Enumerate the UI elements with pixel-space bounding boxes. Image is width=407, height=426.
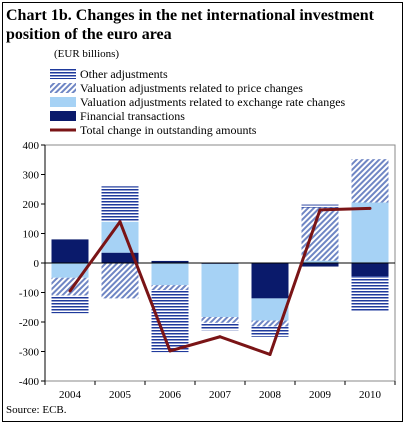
bar-price-adjustments-2008 bbox=[251, 320, 289, 327]
point-total-change-2006 bbox=[168, 349, 172, 353]
point-total-change-2010 bbox=[368, 206, 372, 210]
bar-price-adjustments-2005 bbox=[101, 263, 139, 299]
bar-financial-transactions-2008 bbox=[251, 263, 289, 299]
bar-price-adjustments-2010 bbox=[351, 159, 389, 203]
bar-other-adjustments-2009 bbox=[301, 204, 339, 208]
bar-financial-transactions-2006 bbox=[151, 260, 189, 263]
x-tick-label-2008: 2008 bbox=[259, 389, 282, 401]
bar-other-adjustments-2008 bbox=[251, 326, 289, 337]
bar-price-adjustments-2004 bbox=[51, 277, 89, 296]
y-tick-label-200: 200 bbox=[23, 199, 40, 211]
legend-label-valuation-adjustments-related-to-exchange-rate-changes: Valuation adjustments related to exchang… bbox=[80, 95, 346, 109]
x-tick-label-2007: 2007 bbox=[209, 389, 232, 401]
bar-exchange-rate-adjustments-2007 bbox=[201, 263, 239, 317]
y-tick-label--200: -200 bbox=[19, 317, 40, 329]
units-label: (EUR billions) bbox=[54, 48, 120, 60]
bar-price-adjustments-2007 bbox=[201, 316, 239, 323]
bar-exchange-rate-adjustments-2008 bbox=[251, 298, 289, 321]
x-tick-label-2005: 2005 bbox=[109, 389, 132, 401]
legend-label-valuation-adjustments-related-to-price-changes: Valuation adjustments related to price c… bbox=[80, 81, 303, 95]
bar-financial-transactions-2009 bbox=[301, 263, 339, 267]
y-tick-label-100: 100 bbox=[23, 229, 40, 241]
bar-price-adjustments-2009 bbox=[301, 207, 339, 261]
bar-other-adjustments-2005 bbox=[101, 186, 139, 222]
bar-other-adjustments-2010 bbox=[351, 276, 389, 312]
point-total-change-2007 bbox=[218, 335, 222, 339]
point-total-change-2004 bbox=[68, 289, 72, 293]
bar-exchange-rate-adjustments-2009 bbox=[301, 260, 339, 263]
y-tick-label--100: -100 bbox=[19, 288, 40, 300]
bar-financial-transactions-2004 bbox=[51, 239, 89, 263]
y-tick-label-400: 400 bbox=[23, 140, 40, 152]
bar-financial-transactions-2010 bbox=[351, 263, 389, 277]
y-tick-label--300: -300 bbox=[19, 347, 40, 359]
plot-area: -400 -300 -200 -100 0 100 200 300 400 2004 2005 200… bbox=[19, 140, 396, 401]
x-tick-label-2009: 2009 bbox=[309, 389, 332, 401]
y-tick-label--400: -400 bbox=[19, 376, 40, 388]
x-tick-label-2006: 2006 bbox=[159, 389, 182, 401]
legend-swatch-other-adjustments bbox=[50, 69, 76, 79]
point-total-change-2009 bbox=[318, 208, 322, 212]
x-tick-label-2004: 2004 bbox=[59, 389, 82, 401]
source-note: Source: ECB. bbox=[6, 404, 67, 416]
point-total-change-2005 bbox=[118, 220, 122, 224]
bar-other-adjustments-2004 bbox=[51, 295, 89, 314]
bar-financial-transactions-2005 bbox=[101, 252, 139, 263]
legend-swatch-valuation-adjustments-related-to-price-changes bbox=[50, 83, 76, 93]
y-tick-label-0: 0 bbox=[34, 258, 40, 270]
legend-label-total-change-in-outstanding-amounts: Total change in outstanding amounts bbox=[80, 123, 257, 137]
bar-exchange-rate-adjustments-2006 bbox=[151, 263, 189, 286]
legend-label-other-adjustments: Other adjustments bbox=[80, 67, 168, 81]
point-total-change-2008 bbox=[268, 352, 272, 356]
bar-price-adjustments-2006 bbox=[151, 285, 189, 291]
legend-swatch-valuation-adjustments-related-to-exchange-rate-changes bbox=[50, 97, 76, 107]
bar-other-adjustments-2007 bbox=[201, 322, 239, 331]
y-tick-label-300: 300 bbox=[23, 170, 40, 182]
legend-label-financial-transactions: Financial transactions bbox=[80, 109, 185, 123]
chart-title: Chart 1b. Changes in the net internation… bbox=[6, 7, 375, 43]
x-tick-label-2010: 2010 bbox=[359, 389, 382, 401]
legend-swatch-financial-transactions bbox=[50, 111, 76, 121]
bar-exchange-rate-adjustments-2010 bbox=[351, 202, 389, 263]
bar-exchange-rate-adjustments-2004 bbox=[51, 263, 89, 278]
